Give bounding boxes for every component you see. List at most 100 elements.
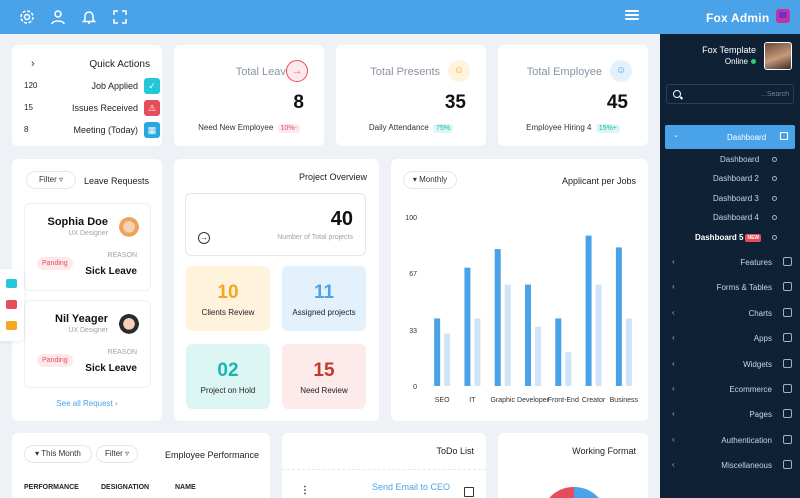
sidebar-item-pages[interactable]: ‹ Pages	[660, 406, 800, 422]
sidebar-item-authentication[interactable]: ‹ Authentication	[660, 432, 800, 448]
quick-action-label: Meeting (Today)	[73, 125, 138, 135]
filter-button[interactable]: Filter ▿	[26, 171, 76, 189]
new-badge: NEW	[745, 233, 762, 242]
tile-value: 15	[313, 360, 335, 381]
stat-percent-badge: 15%+	[595, 124, 620, 133]
applicant-per-jobs-card: ▾ Monthly Applicant per Jobs 0 33 67 100 SEO…	[391, 159, 648, 421]
chevron-down-icon: ▾	[35, 449, 40, 458]
leave-reason: Sick Leave	[85, 266, 137, 277]
column-header-name[interactable]: NAME	[175, 484, 196, 491]
bar[interactable]	[525, 284, 531, 386]
lock-icon	[783, 435, 792, 444]
circle-icon	[772, 157, 777, 162]
dropdown-label: Monthly	[419, 175, 448, 184]
sidebar-item-dashboard[interactable]: ⌄ Dashboard	[665, 125, 795, 149]
sidebar-item-widgets[interactable]: ‹ Widgets	[660, 356, 800, 372]
leave-request-item[interactable]: Sophia Doe UX Designer Panding REASON Si…	[24, 203, 151, 291]
sidebar-item-label: Pages	[749, 410, 772, 419]
widget-icon	[783, 359, 792, 368]
arrow-right-circle-icon[interactable]: →	[198, 232, 210, 244]
apps-icon	[783, 333, 792, 342]
sidebar-item-label: Authentication	[721, 436, 772, 445]
cube-icon	[783, 257, 792, 266]
more-icon[interactable]: ⋮	[300, 485, 310, 496]
filter-button[interactable]: Filter ▿	[96, 445, 138, 463]
project-overview-title: Project Overview	[298, 172, 367, 182]
tile-assigned-projects[interactable]: 11 Assigned projects	[282, 266, 366, 331]
bar[interactable]	[535, 326, 541, 386]
sidebar-subitem-dashboard[interactable]: Dashboard	[720, 155, 777, 164]
avatar[interactable]	[764, 42, 792, 70]
bar[interactable]	[615, 247, 622, 386]
quick-action-meeting-today[interactable]: 8 Meeting (Today) ▦	[24, 122, 162, 138]
tile-clients-review[interactable]: 10 Clients Review	[186, 266, 270, 331]
avatar	[118, 314, 140, 336]
arrow-circle-icon: →	[286, 60, 308, 82]
tile-label: Project on Hold	[200, 386, 256, 395]
tile-value: 11	[313, 282, 335, 303]
sidebar-item-ecommerce[interactable]: ‹ Ecommerce	[660, 381, 800, 397]
brand-name[interactable]: Fox Admin	[706, 11, 770, 25]
image-icon[interactable]	[6, 300, 17, 309]
employee-name: Sophia Doe	[47, 216, 108, 228]
see-all-requests-link[interactable]: See all Request ›	[12, 399, 162, 408]
divider	[282, 469, 486, 470]
sidebar-subitem-dashboard-3[interactable]: Dashboard 3	[713, 194, 777, 203]
chevron-left-icon: ‹	[672, 460, 675, 469]
chevron-right-icon[interactable]: ›	[31, 58, 35, 70]
bar[interactable]	[585, 235, 592, 386]
bell-icon[interactable]	[81, 9, 97, 25]
top-bar	[0, 0, 660, 34]
stat-footer: Daily Attendance 75%	[336, 123, 486, 133]
bar[interactable]	[434, 318, 441, 386]
tile-project-on-hold[interactable]: 02 Project on Hold	[186, 344, 270, 409]
bar[interactable]	[555, 318, 562, 386]
sidebar-search-input[interactable]	[685, 88, 789, 100]
this-month-dropdown[interactable]: ▾ This Month	[24, 445, 92, 463]
todo-checkbox[interactable]	[464, 487, 474, 497]
floating-toolbar	[0, 269, 24, 341]
leave-request-item[interactable]: Nil Yeager UX Designer Panding REASON Si…	[24, 300, 151, 388]
bar[interactable]	[474, 318, 481, 386]
quick-action-job-applied[interactable]: 120 Job Applied ✓	[24, 78, 162, 94]
warning-icon: ⚠	[144, 100, 160, 116]
quick-action-issues-received[interactable]: 15 Issues Received ⚠	[24, 100, 162, 116]
bar[interactable]	[595, 284, 602, 386]
sidebar-item-label: Features	[740, 258, 772, 267]
sidebar-subitem-dashboard-5[interactable]: Dashboard 5 NEW	[695, 233, 777, 242]
monthly-dropdown[interactable]: ▾ Monthly	[403, 171, 457, 189]
column-header-designation[interactable]: DESIGNATION	[101, 484, 150, 491]
todo-title: ToDo List	[436, 446, 474, 456]
user-icon[interactable]	[50, 9, 66, 25]
camera-icon[interactable]	[6, 279, 17, 288]
working-format-title: Working Format	[572, 446, 636, 456]
chevron-left-icon: ‹	[672, 435, 675, 444]
stat-value: 45	[606, 92, 628, 113]
sidebar-item-features[interactable]: ‹ Features	[660, 254, 800, 270]
hamburger-menu-button[interactable]	[625, 10, 639, 22]
sidebar-header: Fox Admin	[660, 0, 800, 34]
sidebar-item-forms-tables[interactable]: ‹ Forms & Tables	[660, 279, 800, 295]
bar[interactable]	[625, 318, 632, 386]
bar[interactable]	[444, 333, 451, 386]
sidebar-subitem-dashboard-4[interactable]: Dashboard 4	[713, 213, 777, 222]
bar[interactable]	[565, 352, 572, 386]
sidebar-item-label: Forms & Tables	[716, 283, 772, 292]
sidebar-subitem-dashboard-2[interactable]: Dashboard 2	[713, 174, 777, 183]
sidebar-item-miscellaneous[interactable]: ‹ Miscellaneous	[660, 457, 800, 473]
bar[interactable]	[504, 284, 511, 386]
settings-icon[interactable]	[19, 9, 35, 25]
column-header-performance[interactable]: PERFORMANCE	[24, 484, 79, 491]
bar[interactable]	[464, 267, 471, 386]
chevron-left-icon: ‹	[672, 257, 675, 266]
sidebar-item-charts[interactable]: ‹ Charts	[660, 305, 800, 321]
bar[interactable]	[494, 249, 501, 386]
x-tick-label: Business	[610, 397, 639, 404]
filter-label: Filter	[104, 449, 123, 458]
folder-icon[interactable]	[6, 321, 17, 330]
tile-need-review[interactable]: 15 Need Review	[282, 344, 366, 409]
fullscreen-icon[interactable]	[112, 9, 128, 25]
stat-footer: Employee Hiring 4 15%+	[498, 123, 648, 133]
todo-item-label[interactable]: Send Email to CEO	[371, 482, 450, 492]
sidebar-item-apps[interactable]: ‹ Apps	[660, 330, 800, 346]
